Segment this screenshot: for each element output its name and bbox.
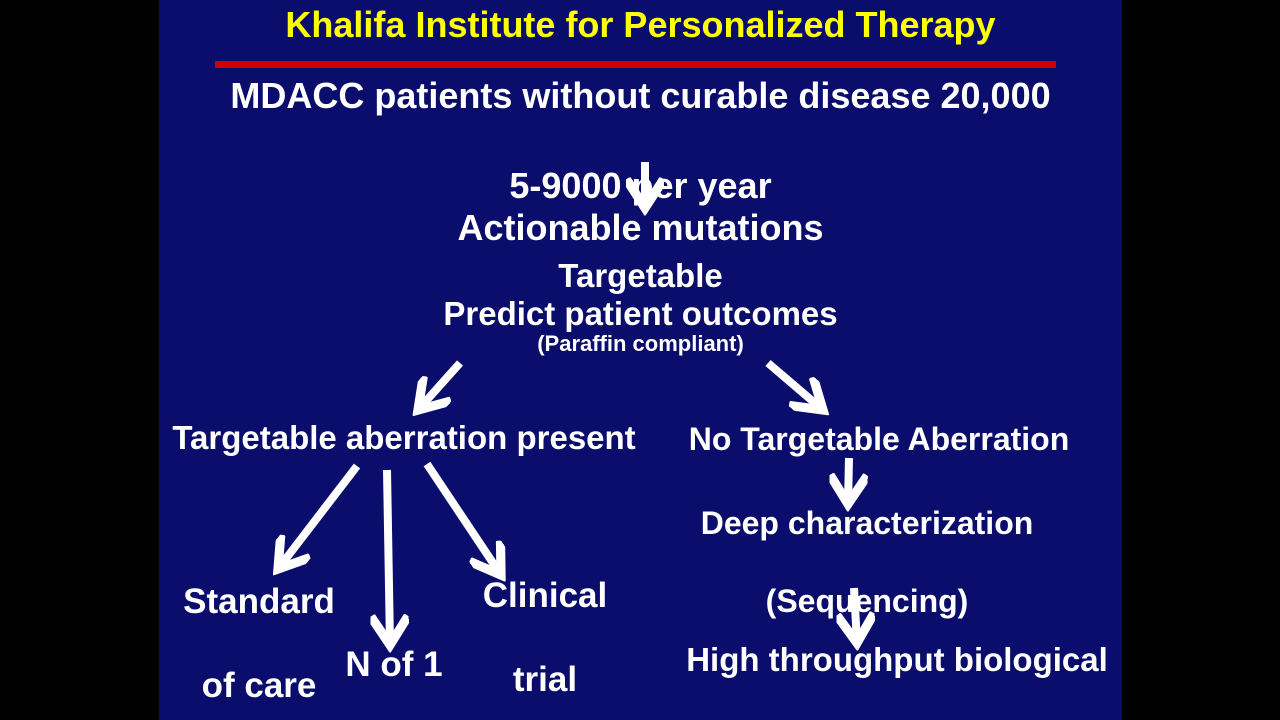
arrow-to-targetable-aberration: [418, 360, 463, 410]
actionable-mutations-label: Actionable mutations: [457, 207, 824, 248]
clinical-trial-cohorts-leaf: Clinical trial cohorts: [445, 575, 645, 720]
clinical-line2: trial: [512, 660, 578, 699]
targetable-label: Targetable: [558, 257, 723, 294]
predict-outcomes-label: Predict patient outcomes: [443, 295, 838, 332]
arrow-to-no-targetable-aberration: [765, 359, 823, 410]
header-line1: MDACC patients without curable disease 2…: [230, 75, 1051, 116]
slide-title: Khalifa Institute for Personalized Thera…: [285, 4, 996, 45]
deep-characterization-label: Deep characterization (Sequencing): [667, 504, 1067, 621]
high-throughput-validation-label: High throughput biological validation: [685, 639, 1109, 720]
slide: Khalifa Institute for Personalized Thera…: [159, 0, 1122, 720]
deep-line1: Deep characterization: [700, 505, 1034, 541]
standard-line2: of care: [201, 666, 317, 705]
header-text: MDACC patients without curable disease 2…: [159, 73, 1122, 208]
standard-line1: Standard: [183, 582, 335, 621]
nof1-line1: N of 1: [345, 645, 443, 684]
arrow-to-deep-characterization: [848, 457, 849, 504]
final-line1: High throughput biological: [686, 641, 1108, 678]
targetable-aberration-present-node: Targetable aberration present: [172, 419, 636, 456]
standard-of-care-leaf: Standard of care: [159, 581, 359, 707]
no-targetable-aberration-node: No Targetable Aberration: [688, 421, 1070, 457]
arrow-to-n-of-1-trials: [387, 469, 390, 645]
deep-line2: (Sequencing): [765, 583, 969, 619]
red-divider-line: [215, 61, 1056, 68]
arrow-to-clinical-trial-cohorts: [423, 461, 501, 575]
arrow-to-standard-of-care: [278, 463, 361, 569]
paraffin-compliant-label: (Paraffin compliant): [537, 331, 744, 356]
clinical-line1: Clinical: [482, 576, 608, 615]
header-line2: 5-9000 per year: [509, 165, 772, 206]
